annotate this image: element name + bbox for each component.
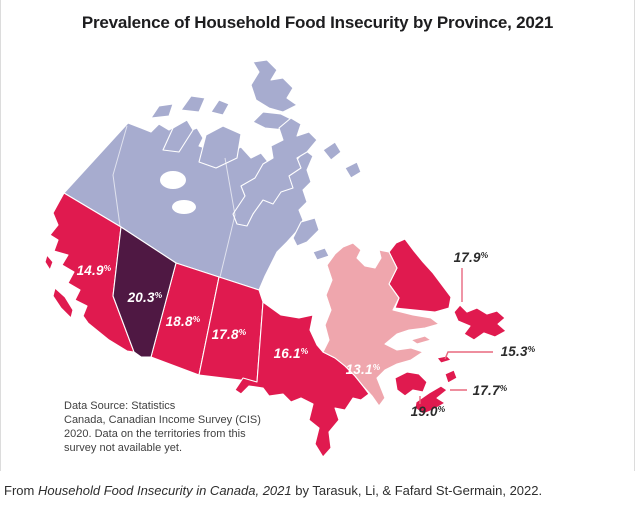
province-shape-prince-edward-island: [436, 355, 452, 364]
island-southampton: [292, 217, 320, 247]
note-line: 2020. Data on the territories from this: [64, 428, 246, 440]
island-parry-1: [150, 103, 174, 119]
value-label-nl: 17.9%: [454, 250, 489, 265]
leader-line-pei: [444, 351, 493, 360]
value-label-bc: 14.9%: [77, 263, 112, 278]
island-newfoundland: [453, 304, 507, 341]
lake-great-slave: [172, 200, 196, 214]
citation-suffix: by Tarasuk, Li, & Fafard St-Germain, 202…: [291, 483, 543, 498]
province-shape-new-brunswick: [394, 371, 428, 397]
value-label-ns: 17.7%: [473, 383, 508, 398]
island-parry-2: [180, 95, 206, 113]
data-source-note: Data Source: Statistics Canada, Canadian…: [64, 399, 304, 455]
province-shape-labrador: [388, 238, 452, 313]
figure-panel: Prevalence of Household Food Insecurity …: [0, 0, 635, 471]
value-label-ab: 20.3%: [127, 290, 163, 305]
note-line: survey not available yet.: [64, 442, 183, 454]
province-shape-ontario: [234, 301, 370, 458]
value-label-mb: 17.8%: [212, 327, 247, 342]
island-anticosti: [410, 335, 432, 345]
figure-title: Prevalence of Household Food Insecurity …: [81, 13, 554, 32]
island-victoria: [198, 125, 242, 169]
island-baffin-east-2: [344, 161, 362, 179]
citation-report-title: Household Food Insecurity in Canada, 202…: [37, 483, 292, 498]
value-label-sk: 18.8%: [166, 314, 201, 329]
island-haida-gwaii: [44, 254, 54, 271]
citation: From Household Food Insecurity in Canada…: [4, 483, 542, 498]
border-nwt-nunavut: [219, 157, 236, 278]
value-label-pe: 15.3%: [501, 344, 536, 359]
border-yukon-nwt: [112, 125, 128, 227]
note-line: Data Source: Statistics: [64, 400, 176, 412]
province-shape-nova-scotia: [414, 385, 448, 415]
province-shape-british-columbia: [49, 192, 135, 353]
value-label-nb: 19.0%: [411, 404, 446, 419]
island-baffin-east-1: [322, 141, 342, 161]
island-hudson-strait: [312, 247, 330, 261]
lake-great-bear: [160, 171, 186, 189]
island-parry-3: [210, 99, 230, 116]
citation-prefix: From: [4, 483, 38, 498]
province-shape-alberta: [112, 226, 177, 358]
province-shape-quebec: [322, 242, 440, 407]
island-vancouver: [52, 287, 74, 319]
island-banks: [162, 119, 194, 153]
note-line: Canada, Canadian Income Survey (CIS): [64, 414, 261, 426]
island-ellesmere: [250, 59, 298, 113]
value-label-on: 16.1%: [274, 346, 309, 361]
island-cape-breton: [444, 369, 458, 384]
value-label-qc: 13.1%: [346, 362, 381, 377]
island-baffin: [232, 117, 318, 227]
value-labels-layer: 14.9% 20.3%18.8% 17.8% 16.1% 13.1% 17.9% 15.3%…: [77, 250, 536, 419]
